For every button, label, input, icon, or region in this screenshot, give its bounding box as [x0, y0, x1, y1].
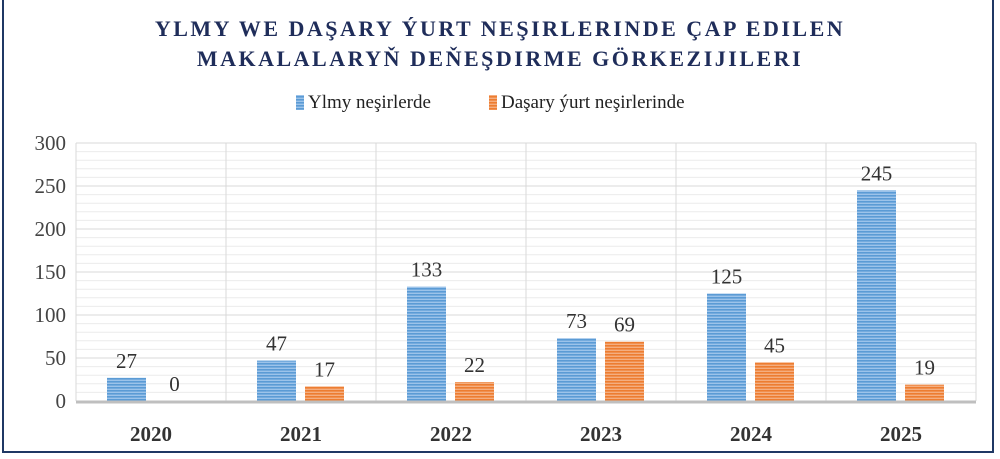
y-tick-label: 0	[56, 389, 67, 413]
data-label: 27	[116, 349, 137, 373]
bar-dasary	[455, 382, 494, 401]
bar-ylmy	[257, 360, 296, 401]
x-category-label: 2024	[730, 422, 773, 446]
legend: Ylmy neşirlerde Daşary ýurt neşirlerinde	[296, 92, 685, 113]
x-category-label: 2025	[880, 422, 922, 446]
data-label: 0	[169, 372, 180, 396]
bar-ylmy	[707, 293, 746, 401]
bar-dasary	[305, 386, 344, 401]
y-tick-label: 200	[35, 217, 67, 241]
y-tick-label: 150	[35, 260, 67, 284]
bar-dasary	[605, 341, 644, 401]
data-label: 133	[411, 258, 443, 282]
data-label: 245	[861, 161, 893, 185]
legend-swatch-ylmy	[296, 95, 304, 110]
x-category-label: 2022	[430, 422, 472, 446]
data-label: 19	[914, 356, 935, 380]
data-label: 17	[314, 357, 335, 381]
y-tick-label: 50	[45, 346, 66, 370]
bar-ylmy	[407, 286, 446, 401]
y-tick-label: 300	[35, 131, 67, 155]
x-category-label: 2023	[580, 422, 622, 446]
chart-title-line-2: MAKALALARYŇ DEŇEŞDIRME GÖRKEZIJILERI	[197, 46, 803, 71]
bar-dasary	[905, 384, 944, 401]
bar-ylmy	[857, 190, 896, 401]
x-category-label: 2020	[130, 422, 172, 446]
bar-ylmy	[557, 338, 596, 401]
chart-frame	[2, 0, 994, 453]
data-label: 47	[266, 332, 287, 356]
y-tick-label: 100	[35, 303, 67, 327]
x-category-label: 2021	[280, 422, 322, 446]
legend-label-ylmy: Ylmy neşirlerde	[308, 92, 431, 113]
data-label: 45	[764, 333, 785, 357]
data-label: 73	[566, 309, 587, 333]
bar-ylmy	[107, 377, 146, 401]
legend-swatch-dasary	[489, 95, 497, 110]
data-label: 69	[614, 313, 635, 337]
bar-dasary	[755, 362, 794, 401]
y-tick-label: 250	[35, 174, 67, 198]
legend-label-dasary: Daşary ýurt neşirlerinde	[501, 92, 685, 113]
data-label: 22	[464, 353, 485, 377]
data-label: 125	[711, 265, 743, 289]
chart-title-line-1: YLMY WE DAŞARY ÝURT NEŞIRLERINDE ÇAP EDI…	[155, 16, 845, 41]
